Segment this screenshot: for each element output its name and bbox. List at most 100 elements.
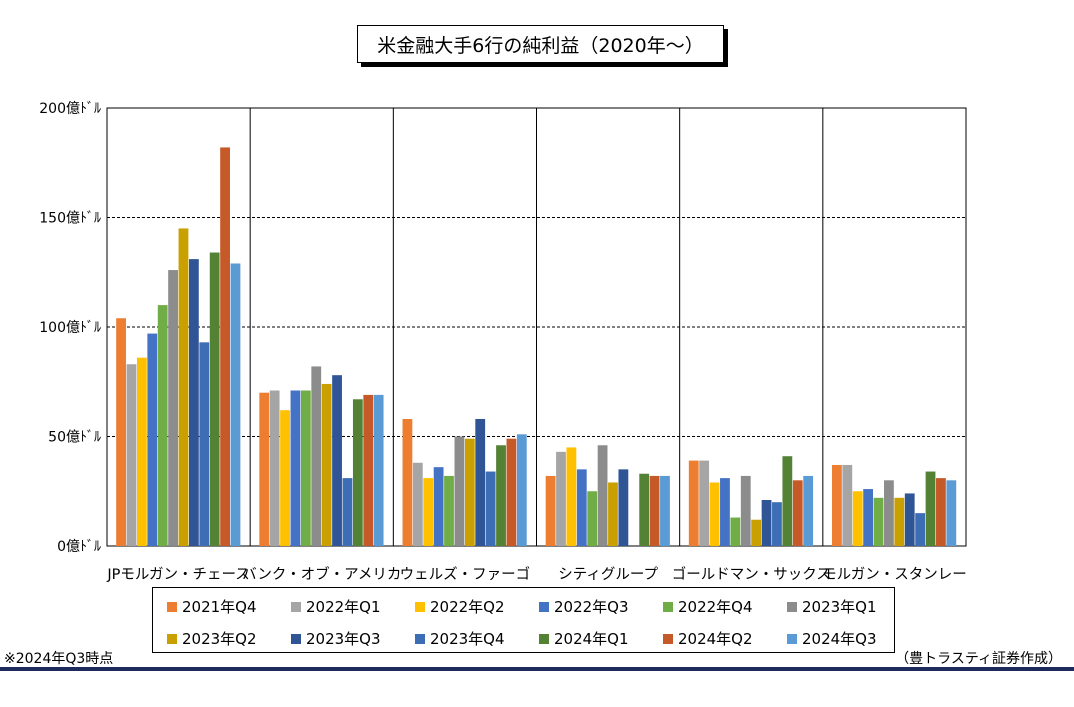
legend-item: 2023年Q2 [167,628,257,649]
bar [566,447,577,546]
legend-item: 2024年Q3 [787,628,877,649]
bar [352,399,363,546]
bar [832,464,842,546]
bar [556,451,566,546]
bar [496,445,506,546]
bar [454,436,465,546]
legend-label: 2021年Q4 [182,598,257,616]
bar [782,456,793,546]
bar [597,445,608,546]
legend-label: 2023年Q3 [306,630,381,648]
legend-label: 2023年Q2 [182,630,257,648]
bar [608,482,618,546]
bar [168,270,178,546]
bar [157,305,168,546]
legend-swatch [291,633,301,644]
legend-label: 2022年Q2 [430,598,505,616]
y-tick-label: 50億ﾄﾞﾙ [48,430,101,446]
bar [220,147,230,547]
bar [363,394,374,546]
bar [545,475,556,546]
bar [904,493,915,546]
bar [740,475,751,546]
bar [209,252,220,547]
bar [915,513,926,546]
bar [433,467,444,546]
legend-item: 2022年Q2 [415,596,505,617]
bar [300,390,311,546]
bar [936,478,946,546]
x-tick-label: ゴールドマン・サックス [672,565,831,583]
bar [618,469,629,546]
bar [126,364,137,546]
x-tick-label: シティグループ [558,566,658,583]
legend-item: 2022年Q1 [291,596,381,617]
bar [649,475,660,546]
legend-item: 2021年Q4 [167,596,257,617]
bar [116,318,126,546]
bar [259,392,270,546]
bar [842,464,853,546]
bar [720,478,730,546]
bar [199,342,210,546]
legend-item: 2023年Q1 [787,596,877,617]
bar [925,471,936,546]
legend-item: 2022年Q4 [663,596,753,617]
bar [311,366,322,546]
legend-swatch [167,601,177,612]
legend-item: 2023年Q3 [291,628,381,649]
legend-item: 2024年Q1 [539,628,629,649]
chart-title: 米金融大手6行の純利益（2020年～） [357,25,724,63]
legend-item: 2024年Q2 [663,628,753,649]
legend: 2021年Q4 2022年Q1 2022年Q2 2022年Q3 2022年Q4 2023年… [152,587,895,653]
bar [803,475,814,546]
legend-label: 2023年Q1 [802,598,877,616]
bottom-rule [0,667,1074,671]
legend-swatch [415,601,425,612]
y-tick-label: 200億ﾄﾞﾙ [39,101,101,117]
bar [587,491,598,546]
bar [342,478,353,546]
bar [730,517,741,546]
legend-swatch [663,601,673,612]
x-tick-label: モルガン・スタンレー [822,566,967,583]
bar [230,263,241,546]
bar [506,438,517,546]
bar [178,228,189,546]
y-tick-label: 0億ﾄﾞﾙ [57,539,101,555]
legend-label: 2022年Q1 [306,598,381,616]
bar [485,471,496,546]
footnote-right: （豊トラスティ証券作成） [895,651,1062,667]
legend-swatch [291,601,301,612]
legend-swatch [539,633,549,644]
bar [332,375,342,546]
bar [321,383,332,546]
bar [576,469,587,546]
y-tick-label: 100億ﾄﾞﾙ [39,320,101,336]
chart-title-text: 米金融大手6行の純利益（2020年～） [377,34,704,57]
legend-swatch [787,633,797,644]
footnote-left: ※2024年Q3時点 [4,651,114,667]
bar [639,473,650,546]
bar [516,434,527,546]
legend-label: 2024年Q3 [802,630,877,648]
bar [660,475,670,546]
bar [188,259,199,546]
bar [412,462,423,546]
legend-swatch [663,633,673,644]
bar [373,394,384,546]
bar [751,519,762,546]
x-tick-label: ウェルズ・ファーゴ [400,565,531,583]
bar [946,480,957,546]
bar [863,489,874,546]
x-tick-label: バンク・オブ・アメリカ [242,565,401,583]
bar [290,390,301,546]
bar [792,480,803,546]
bar [280,410,290,546]
bar [444,475,454,546]
legend-label: 2024年Q2 [678,630,753,648]
bar [894,497,905,546]
y-tick-label: 150億ﾄﾞﾙ [39,211,101,227]
bar [688,460,699,546]
